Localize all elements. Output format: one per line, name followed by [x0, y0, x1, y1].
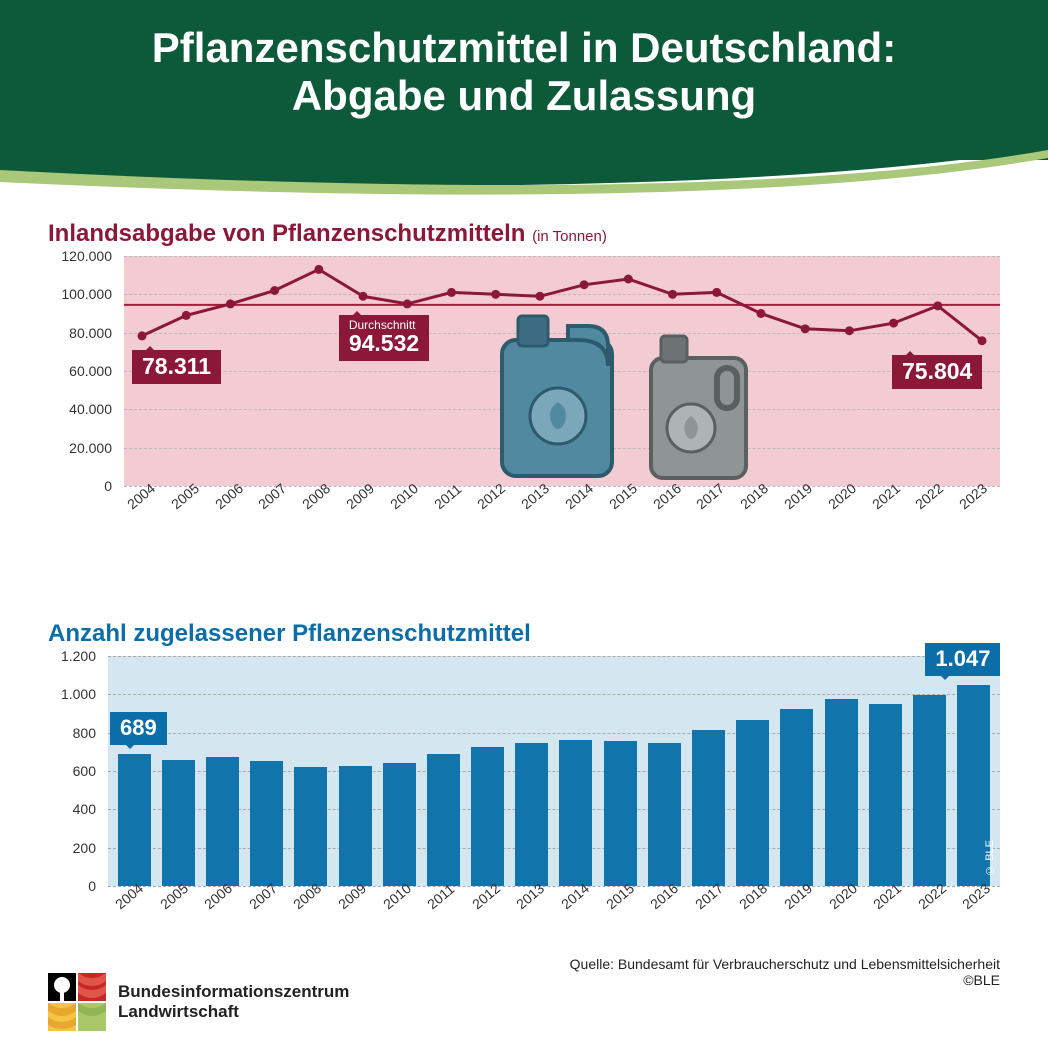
chart1-y-tick: 80.000	[69, 325, 112, 341]
chart2-bars	[108, 656, 1000, 886]
chart1-y-tick: 40.000	[69, 401, 112, 417]
chart1-callout-first: 78.311	[132, 350, 221, 384]
chart2-bar	[383, 763, 416, 886]
chart2-y-labels: 02004006008001.0001.200	[48, 656, 102, 886]
chart2-y-tick: 0	[88, 878, 96, 894]
chart1-x-labels: 2004200520062007200820092010201120122013…	[124, 490, 1000, 518]
chart2-bar	[692, 730, 725, 886]
footer-left: Bundesinformationszentrum Landwirtschaft	[48, 956, 349, 1048]
org-name: Bundesinformationszentrum Landwirtschaft	[118, 982, 349, 1023]
chart2-bar	[648, 743, 681, 886]
chart2-bar	[559, 740, 592, 886]
chart2-bar	[780, 709, 813, 886]
charts-area: Inlandsabgabe von Pflanzenschutzmitteln …	[48, 220, 1000, 928]
copyright-label: ©BLE	[570, 972, 1000, 988]
copyright-vertical: © BLE	[984, 840, 996, 876]
chart2-bar	[118, 754, 151, 886]
chart1-y-tick: 100.000	[61, 286, 112, 302]
chart2-bar	[604, 741, 637, 886]
chart2-bar	[471, 747, 504, 886]
canister-icons	[478, 306, 778, 476]
source-label: Quelle: Bundesamt für Verbraucherschutz …	[570, 956, 1000, 972]
chart2-bar	[736, 720, 769, 886]
chart2-y-tick: 400	[73, 801, 96, 817]
chart1-y-tick: 120.000	[61, 248, 112, 264]
chart2-y-tick: 200	[73, 840, 96, 856]
chart2-bar	[825, 699, 858, 886]
chart1-callout-last: 75.804	[892, 355, 982, 389]
footer: Bundesinformationszentrum Landwirtschaft…	[0, 938, 1048, 1048]
chart1-y-tick: 60.000	[69, 363, 112, 379]
chart2-y-tick: 600	[73, 763, 96, 779]
chart2-bar	[294, 767, 327, 886]
chart2-callout-first: 689	[110, 712, 167, 745]
chart2-plot: 02004006008001.0001.200 689 1.047 © BLE …	[48, 656, 1000, 886]
chart2-callout-last: 1.047	[925, 643, 1000, 676]
chart1-y-tick: 20.000	[69, 440, 112, 456]
bzl-logo-icon	[48, 973, 106, 1031]
chart2-bar	[250, 761, 283, 886]
chart2-bar	[206, 757, 239, 886]
infographic-page: Pflanzenschutzmittel in Deutschland: Abg…	[0, 0, 1048, 1048]
chart2-bar	[515, 743, 548, 886]
chart2-y-tick: 800	[73, 725, 96, 741]
header: Pflanzenschutzmittel in Deutschland: Abg…	[0, 0, 1048, 160]
chart2-y-tick: 1.000	[61, 686, 96, 702]
chart2-bar	[162, 760, 195, 887]
header-swoosh	[0, 148, 1048, 208]
chart2-x-labels: 2004200520062007200820092010201120122013…	[108, 890, 1000, 918]
chart1-plot: 020.00040.00060.00080.000100.000120.000	[48, 256, 1000, 486]
chart1-y-labels: 020.00040.00060.00080.000100.000120.000	[48, 256, 118, 486]
chart1-y-tick: 0	[104, 478, 112, 494]
chart2-title: Anzahl zugelassener Pflanzenschutzmittel	[48, 620, 1000, 648]
chart2-bar	[913, 695, 946, 886]
chart1-callout-average: Durchschnitt 94.532	[339, 315, 429, 361]
bar-chart-panel: Anzahl zugelassener Pflanzenschutzmittel…	[48, 620, 1000, 930]
title-line-1: Pflanzenschutzmittel in Deutschland:	[152, 24, 896, 71]
chart1-title: Inlandsabgabe von Pflanzenschutzmitteln …	[48, 220, 1000, 248]
chart2-y-tick: 1.200	[61, 648, 96, 664]
chart2-bar	[339, 766, 372, 886]
footer-right: Quelle: Bundesamt für Verbraucherschutz …	[570, 956, 1000, 1048]
line-chart-panel: Inlandsabgabe von Pflanzenschutzmitteln …	[48, 220, 1000, 560]
chart2-bar	[869, 704, 902, 886]
title-line-2: Abgabe und Zulassung	[292, 72, 756, 119]
page-title: Pflanzenschutzmittel in Deutschland: Abg…	[0, 24, 1048, 121]
chart2-bar	[427, 754, 460, 886]
